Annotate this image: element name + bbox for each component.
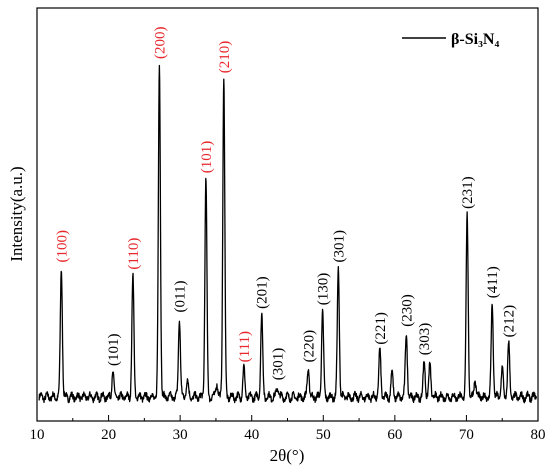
peak-label: (212) — [502, 305, 518, 338]
x-tick-label: 50 — [316, 427, 331, 443]
x-tick-label: 20 — [101, 427, 116, 443]
peak-label: (200) — [152, 27, 168, 60]
peak-label: (101) — [199, 141, 215, 174]
peak-label: (231) — [460, 176, 476, 209]
x-axis-ticks: 10 20 30 40 50 60 70 80 — [30, 415, 546, 443]
peak-label: (101) — [106, 334, 122, 367]
x-tick-label: 10 — [30, 427, 45, 443]
peak-label: (100) — [54, 230, 70, 263]
peak-label: (301) — [271, 348, 287, 381]
y-axis-title: Intensity(a.u.) — [7, 166, 26, 261]
peak-label: (110) — [126, 238, 142, 270]
legend-label: β-Si₃N₄ — [451, 31, 499, 48]
peak-label: (111) — [237, 331, 253, 362]
x-tick-label: 40 — [244, 427, 259, 443]
series-line-beta-si3n4 — [38, 64, 538, 404]
peak-label: (201) — [255, 276, 271, 309]
x-tick-label: 70 — [459, 427, 474, 443]
peak-labels: (100) (101) (110) (200) (011) (101) (210) (111)… — [54, 27, 517, 381]
legend: β-Si₃N₄ — [402, 31, 499, 48]
peak-label: (221) — [373, 312, 389, 345]
peak-label: (230) — [399, 294, 415, 327]
peak-label: (411) — [485, 266, 501, 298]
peak-label: (130) — [316, 273, 332, 306]
x-axis-title: 2θ(°) — [270, 446, 305, 465]
x-tick-label: 60 — [387, 427, 402, 443]
peak-label: (011) — [172, 281, 188, 313]
x-tick-label: 80 — [531, 427, 546, 443]
peak-label: (303) — [417, 323, 433, 356]
peak-label: (220) — [301, 330, 317, 363]
peak-label: (210) — [217, 41, 233, 74]
peak-label: (301) — [331, 230, 347, 263]
x-tick-label: 30 — [173, 427, 188, 443]
